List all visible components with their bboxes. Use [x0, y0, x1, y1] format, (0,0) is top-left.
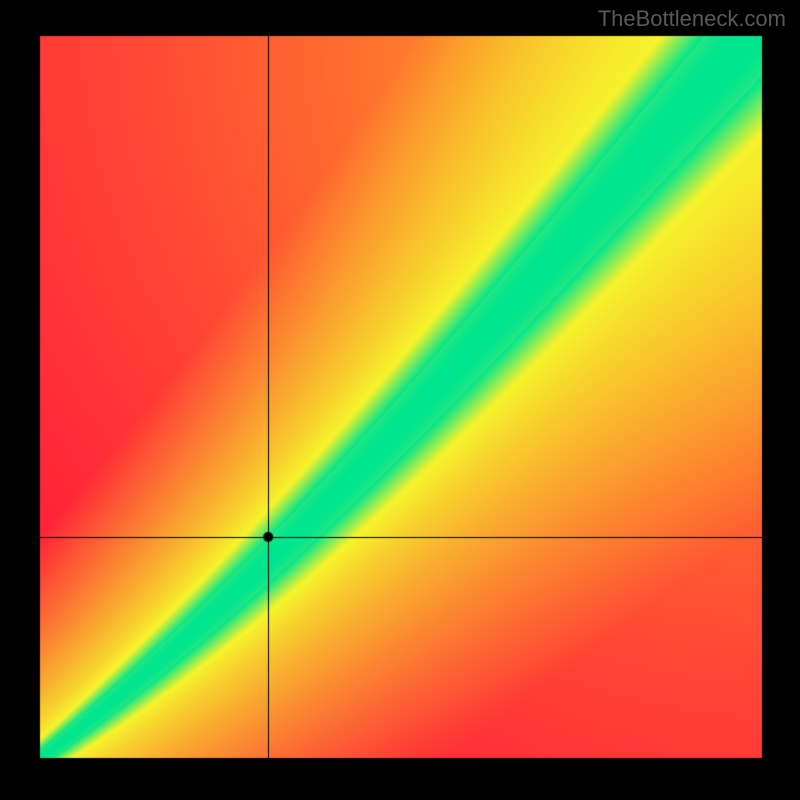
watermark-text: TheBottleneck.com: [598, 6, 786, 32]
chart-container: TheBottleneck.com: [0, 0, 800, 800]
heatmap-canvas: [0, 0, 800, 800]
